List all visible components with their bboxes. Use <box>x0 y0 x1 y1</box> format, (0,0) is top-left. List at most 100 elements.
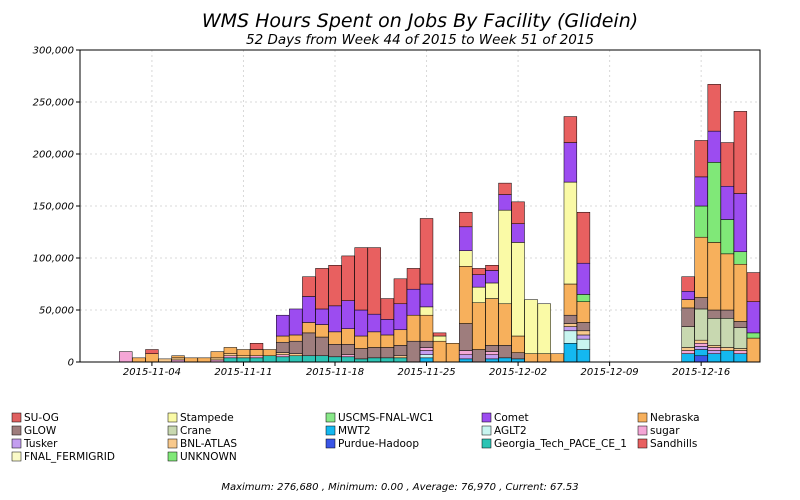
legend-label: Crane <box>180 425 211 437</box>
bar-segment-georgia-tech-pace-ce-1 <box>328 356 342 363</box>
bar-segment-mwt2 <box>707 353 721 363</box>
bar-segment-glow <box>380 347 394 359</box>
bar-segment-nebraska <box>276 335 290 343</box>
bar-segment-crane <box>720 318 734 348</box>
bar-segment-sandhills <box>354 247 368 311</box>
bar-segment-stampede <box>524 299 538 354</box>
bar-segment-sandhills <box>511 201 525 224</box>
bar-segment-nebraska <box>341 328 355 345</box>
legend-label: FNAL_FERMIGRID <box>24 451 115 463</box>
bar-segment-nebraska <box>485 298 499 346</box>
bar-segment-glow <box>459 323 473 351</box>
bar-segment-sugar <box>694 343 708 347</box>
legend-label: sugar <box>650 425 680 437</box>
bar-segment-nebraska <box>197 357 211 363</box>
bar-segment-sandhills <box>367 247 381 315</box>
x-tick-label: 2015-12-16 <box>672 367 730 378</box>
bar-segment-sandhills <box>302 276 316 297</box>
bar-segment-nebraska <box>223 347 238 354</box>
bar-segment-mwt2 <box>563 343 578 363</box>
bar-segment-unknown <box>733 251 748 265</box>
bar-segment-sandhills <box>432 332 447 337</box>
bar-segment-georgia-tech-pace-ce-1 <box>367 357 381 363</box>
bar-segment-nebraska <box>498 303 512 346</box>
x-tick-label: 2015-11-11 <box>214 367 272 378</box>
bar-segment-nebraska <box>446 343 460 363</box>
legend-label: Sandhills <box>650 438 697 450</box>
bar-segment-sandhills <box>145 349 159 354</box>
bar-segment-unknown <box>694 205 708 238</box>
bar-segment-comet <box>289 308 303 336</box>
chart-subtitle: 52 Days from Week 44 of 2015 to Week 51 … <box>246 32 594 48</box>
bar-segment-comet <box>733 193 748 253</box>
bar-segment-glow <box>511 352 525 360</box>
bar-segment-georgia-tech-pace-ce-1 <box>302 355 316 363</box>
x-tick-label: 2015-12-09 <box>581 367 639 378</box>
legend-label: BNL-ATLAS <box>180 438 237 450</box>
bar-segment-georgia-tech-pace-ce-1 <box>380 357 394 363</box>
bar-segment-sandhills <box>328 265 342 307</box>
bar-segment-georgia-tech-pace-ce-1 <box>249 357 264 363</box>
bar-segment-crane <box>707 318 721 346</box>
legend-swatch <box>11 412 22 423</box>
bar-segment-georgia-tech-pace-ce-1 <box>393 357 408 363</box>
bar-segment-glow <box>406 340 421 363</box>
bar-segment-nebraska <box>145 353 159 363</box>
bar-segment-comet <box>354 309 368 337</box>
legend-swatch <box>481 438 492 449</box>
legend-label: GLOW <box>24 425 57 437</box>
bar-segment-nebraska <box>432 340 447 363</box>
bar-segment-comet <box>328 305 342 333</box>
x-tick-label: 2015-12-02 <box>489 367 547 378</box>
bar-segment-sandhills <box>459 211 473 228</box>
bar-segment-sugar <box>223 355 238 359</box>
legend-label: UNKNOWN <box>180 451 237 463</box>
bar-segment-stampede <box>472 286 486 303</box>
bar-segment-unknown <box>720 219 734 255</box>
bar-segment-sandhills <box>249 343 264 350</box>
legend-label: MWT2 <box>338 425 371 437</box>
bar-segment-sugar <box>459 350 473 355</box>
bar-segment-nebraska <box>563 283 578 316</box>
bar-segment-comet <box>419 283 434 308</box>
bar-segment-glow <box>302 332 316 357</box>
bar-segment-stampede <box>563 181 578 285</box>
bar-segment-comet <box>511 223 525 243</box>
bar-segment-glow <box>419 340 434 348</box>
bar-segment-nebraska <box>707 242 721 311</box>
legend-swatch <box>325 412 336 423</box>
bar-segment-georgia-tech-pace-ce-1 <box>236 357 251 363</box>
bar-segment-aglt2 <box>576 338 591 350</box>
y-tick-label: 300,000 <box>33 46 74 57</box>
legend-swatch <box>167 425 178 436</box>
x-tick-label: 2015-11-18 <box>306 367 364 378</box>
bar-segment-glow <box>328 344 342 358</box>
bar-segment-bnl-atlas <box>681 347 695 351</box>
bar-segment-unknown <box>576 294 591 302</box>
bar-segment-comet <box>746 301 761 334</box>
legend-swatch <box>11 451 22 462</box>
bar-segment-tusker <box>694 346 708 350</box>
bar-segment-sugar <box>276 354 290 358</box>
y-tick-label: 200,000 <box>33 150 74 161</box>
bar-segment-nebraska <box>472 302 486 350</box>
bar-segment-georgia-tech-pace-ce-1 <box>341 356 355 363</box>
bar-segment-bnl-atlas <box>210 357 224 361</box>
bar-segment-nebraska <box>720 253 734 311</box>
legend-label: AGLT2 <box>494 425 527 437</box>
bar-segment-sandhills <box>681 276 695 292</box>
bar-segment-tusker <box>459 354 473 360</box>
bar-segment-glow <box>733 321 748 328</box>
legend-swatch <box>637 425 648 436</box>
bar-segment-crane <box>694 308 708 341</box>
legend-swatch <box>167 451 178 462</box>
y-axis: 0 50,000 100,000 150,000 200,000 250,000 300,0… <box>33 46 80 369</box>
legend-label: Stampede <box>180 412 234 424</box>
bar-segment-sandhills <box>393 278 408 305</box>
bar-segment-comet <box>707 130 721 163</box>
bar-segment-nebraska <box>380 334 394 348</box>
bar-segment-mwt2 <box>733 353 748 363</box>
bar-segment-sandhills <box>341 255 355 301</box>
bar-segment-sugar <box>249 355 264 359</box>
